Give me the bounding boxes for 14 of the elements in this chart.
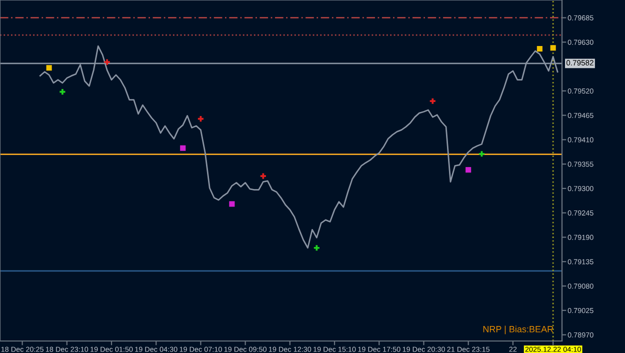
point xyxy=(104,59,110,65)
point xyxy=(198,116,204,122)
point xyxy=(430,98,436,104)
point xyxy=(46,65,52,71)
point xyxy=(260,173,266,179)
point xyxy=(314,245,320,251)
point xyxy=(536,46,542,52)
point xyxy=(60,89,66,95)
point xyxy=(229,201,235,207)
point xyxy=(478,151,484,157)
annotation: NRP | Bias:BEAR xyxy=(483,326,554,334)
point xyxy=(550,45,556,51)
point xyxy=(466,167,472,173)
point xyxy=(180,145,186,151)
